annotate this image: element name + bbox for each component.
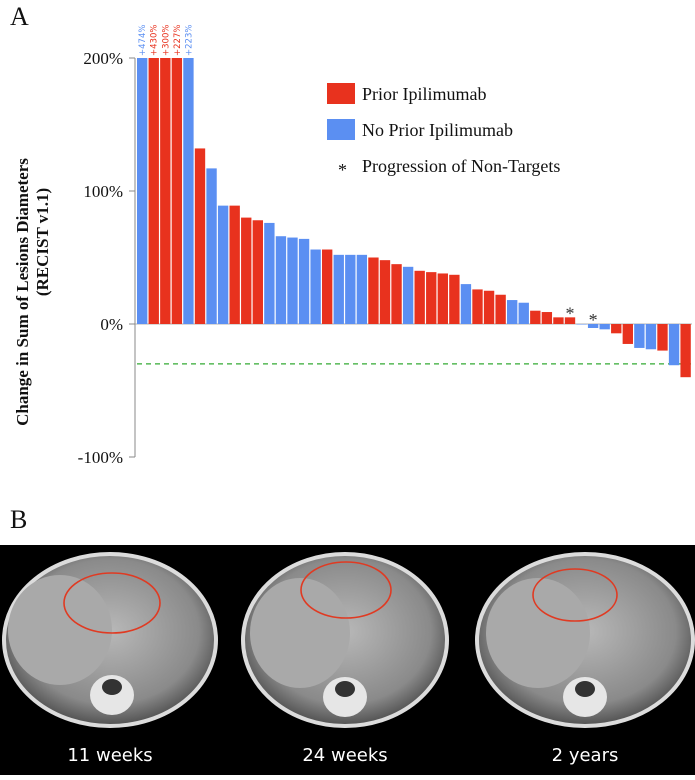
bar-29 [472,289,483,324]
bar-31 [495,294,506,324]
legend-swatch-no-prior [327,119,355,140]
bar-37 [564,317,576,324]
bar-7 [217,205,229,324]
legend-label-prior: Prior Ipilimumab [362,84,487,104]
bar-22 [391,264,402,324]
scan-caption-11-weeks: 11 weeks [67,745,153,766]
ct-scan-24-weeks [241,552,449,728]
bar-44 [645,324,657,350]
bar-13 [287,237,298,324]
bar-28 [460,284,472,324]
legend-label-no-prior: No Prior Ipilimumab [362,120,513,140]
bar-12 [275,236,287,324]
bar-2 [160,58,171,324]
progression-marker-0: * [565,303,574,323]
bar-47 [680,324,691,378]
waterfall-chart: 200%100%0%-100% * * +474% +430% +300% +227% +… [13,25,692,467]
bar-26 [437,273,448,324]
bar-40 [599,324,610,330]
bar-35 [541,312,553,324]
legend-progression-symbol: * [338,160,347,180]
bar-46 [668,324,680,366]
y-axis-label-line1: Change in Sum of Lesions Diameters [13,158,32,426]
bar-20 [368,257,379,324]
bars-group: * * [137,58,691,378]
bar-18 [345,254,356,324]
bar-24 [414,270,425,324]
bar-17 [333,254,344,324]
bar-0 [137,58,148,324]
capped-label-1: +430% [150,25,160,56]
bar-11 [264,222,275,324]
bar-34 [530,310,541,324]
y-axis-label-line2: (RECIST v1.1) [33,188,52,296]
legend-label-progression: Progression of Non-Targets [362,156,560,176]
bar-21 [379,260,391,324]
bar-32 [507,300,518,324]
bar-42 [622,324,633,344]
capped-label-3: +227% [173,25,183,56]
bar-45 [657,324,668,351]
bar-3 [171,58,183,324]
progression-marker-1: * [589,310,598,330]
bar-43 [634,324,645,348]
y-tick-label: 200% [83,49,123,68]
capped-label-0: +474% [138,25,148,56]
bar-15 [310,249,321,324]
bar-36 [553,317,564,324]
scan-caption-2-years: 2 years [551,745,619,766]
scan-caption-24-weeks: 24 weeks [302,745,388,766]
panel-b-label: B [10,505,28,534]
bar-9 [241,217,252,324]
y-tick-label: -100% [78,448,123,467]
capped-label-4: +223% [184,25,194,56]
bar-19 [356,254,368,324]
bar-5 [194,148,206,324]
bar-41 [611,324,622,334]
bar-39 [587,324,599,328]
capped-label-2: +300% [161,25,171,56]
y-tick-label: 0% [100,315,123,334]
ct-scan-strip [0,545,695,775]
bar-6 [206,168,217,324]
bar-16 [322,249,333,324]
bar-14 [298,238,310,324]
ct-scan-11-weeks [2,552,218,728]
y-tick-label: 100% [83,182,123,201]
legend: Prior Ipilimumab No Prior Ipilimumab * P… [327,83,560,180]
capped-labels-group: +474% +430% +300% +227% +223% [138,25,194,56]
bar-23 [402,266,414,324]
bar-4 [183,58,194,324]
ct-scan-2-years [475,552,695,728]
bar-27 [449,274,460,324]
bar-1 [148,58,159,324]
bar-38 [576,324,587,325]
bar-30 [483,290,495,324]
bar-8 [229,205,240,324]
bar-33 [518,302,529,324]
bar-10 [252,220,263,324]
bar-25 [426,272,437,324]
legend-swatch-prior [327,83,355,104]
panel-a-label: A [10,2,29,31]
